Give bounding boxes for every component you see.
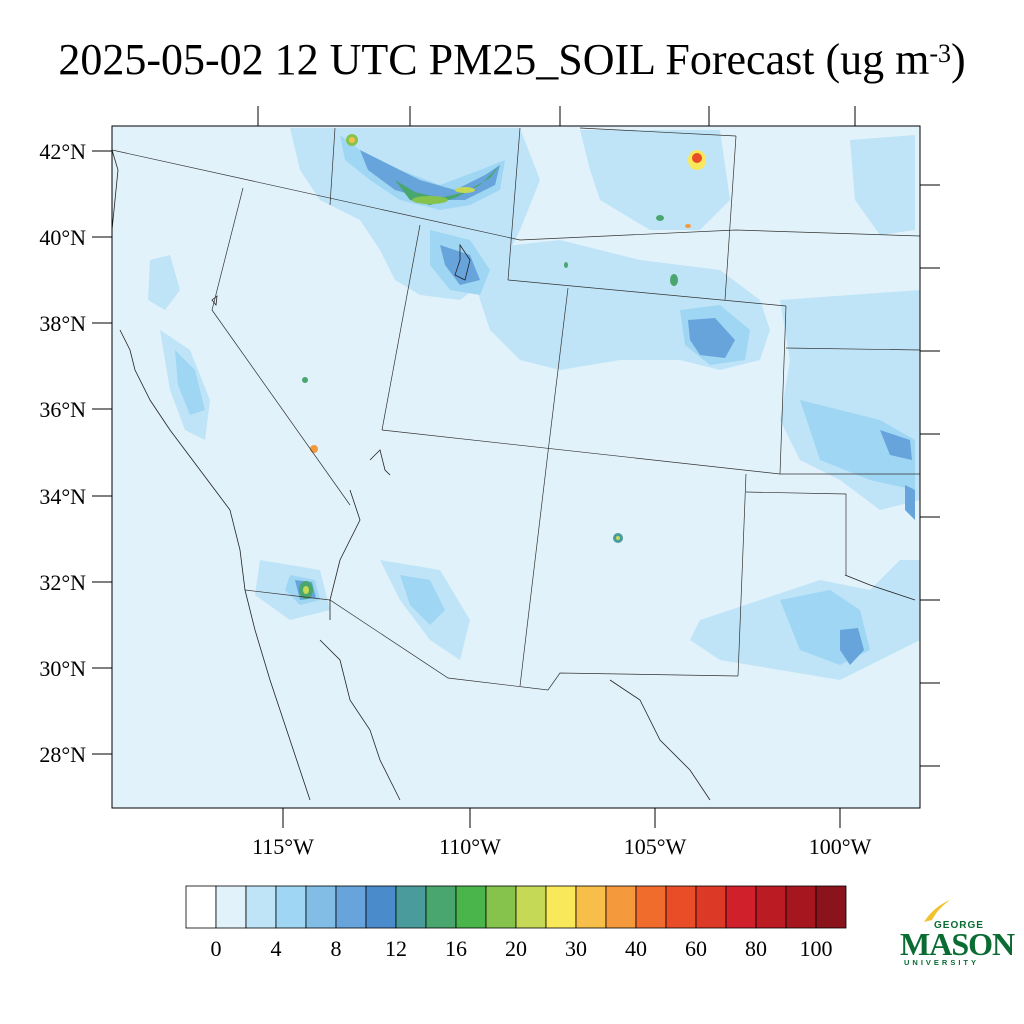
plot-frame (111, 125, 921, 809)
colorbar-swatch (455, 885, 487, 929)
right-ticks (920, 184, 940, 767)
colorbar-label: 16 (445, 936, 467, 961)
contour-level-hot (299, 134, 706, 599)
lat-label: 36°N (39, 397, 86, 422)
lon-label: 105°W (624, 834, 687, 859)
logo-george: GEORGE (934, 920, 984, 931)
colorbar-swatch (365, 885, 397, 929)
logo-university: UNIVERSITY (904, 958, 980, 967)
map-title: 2025-05-02 12 UTC PM25_SOIL Forecast (ug… (0, 30, 1024, 90)
lat-labels: 42°N 40°N 38°N 36°N 34°N 32°N 30°N 28°N (39, 139, 86, 767)
colorbar-swatch (395, 885, 427, 929)
gmu-logo: GEORGE MASON UNIVERSITY (898, 898, 1015, 968)
colorbar-label: 20 (505, 936, 527, 961)
colorbar-label: 0 (211, 936, 222, 961)
colorbar-label: 100 (800, 936, 833, 961)
lat-label: 28°N (39, 742, 86, 767)
logo-flame-icon (924, 900, 950, 922)
colorbar-swatch (695, 885, 727, 929)
colorbar-swatch (335, 885, 367, 929)
colorbar-swatch (785, 885, 817, 929)
colorbar-labels: 0 4 8 12 16 20 30 40 60 80 100 (211, 936, 833, 961)
colorbar-swatch (635, 885, 667, 929)
lat-label: 38°N (39, 311, 86, 336)
colorbar-label: 12 (385, 936, 407, 961)
logo-mason: MASON (900, 926, 1015, 962)
lat-label: 42°N (39, 139, 86, 164)
colorbar-swatch (245, 885, 277, 929)
title-close: ) (951, 35, 966, 84)
colorbar-swatch (665, 885, 697, 929)
colorbar-swatch (485, 885, 517, 929)
title-exponent: -3 (929, 39, 951, 68)
left-ticks (92, 150, 112, 755)
lon-label: 115°W (252, 834, 314, 859)
title-text: 2025-05-02 12 UTC PM25_SOIL Forecast (ug… (58, 35, 930, 84)
colorbar-swatch (575, 885, 607, 929)
colorbar-label: 8 (331, 936, 342, 961)
colorbar (185, 885, 847, 929)
colorbar-label: 40 (625, 936, 647, 961)
colorbar-swatch (425, 885, 457, 929)
state-boundaries (112, 127, 920, 691)
lat-label: 32°N (39, 570, 86, 595)
top-ticks (257, 106, 856, 126)
colorbar-swatch (185, 885, 217, 929)
colorbar-swatch (215, 885, 247, 929)
colorbar-swatch (515, 885, 547, 929)
colorbar-swatch (305, 885, 337, 929)
map-background (112, 126, 920, 808)
bottom-ticks (282, 808, 841, 828)
colorbar-swatch (755, 885, 787, 929)
coastline-features (112, 149, 916, 801)
lat-label: 40°N (39, 225, 86, 250)
lon-label: 110°W (439, 834, 501, 859)
colorbar-label: 80 (745, 936, 767, 961)
colorbar-label: 4 (271, 936, 282, 961)
colorbar-swatch (725, 885, 757, 929)
lon-labels: 115°W 110°W 105°W 100°W (252, 834, 871, 859)
colorbar-label: 30 (565, 936, 587, 961)
colorbar-swatch (545, 885, 577, 929)
colorbar-swatch (815, 885, 847, 929)
lat-label: 30°N (39, 656, 86, 681)
colorbar-swatch (605, 885, 637, 929)
plot-area (112, 126, 920, 808)
colorbar-swatch (275, 885, 307, 929)
lat-label: 34°N (39, 484, 86, 509)
lon-label: 100°W (809, 834, 872, 859)
colorbar-label: 60 (685, 936, 707, 961)
